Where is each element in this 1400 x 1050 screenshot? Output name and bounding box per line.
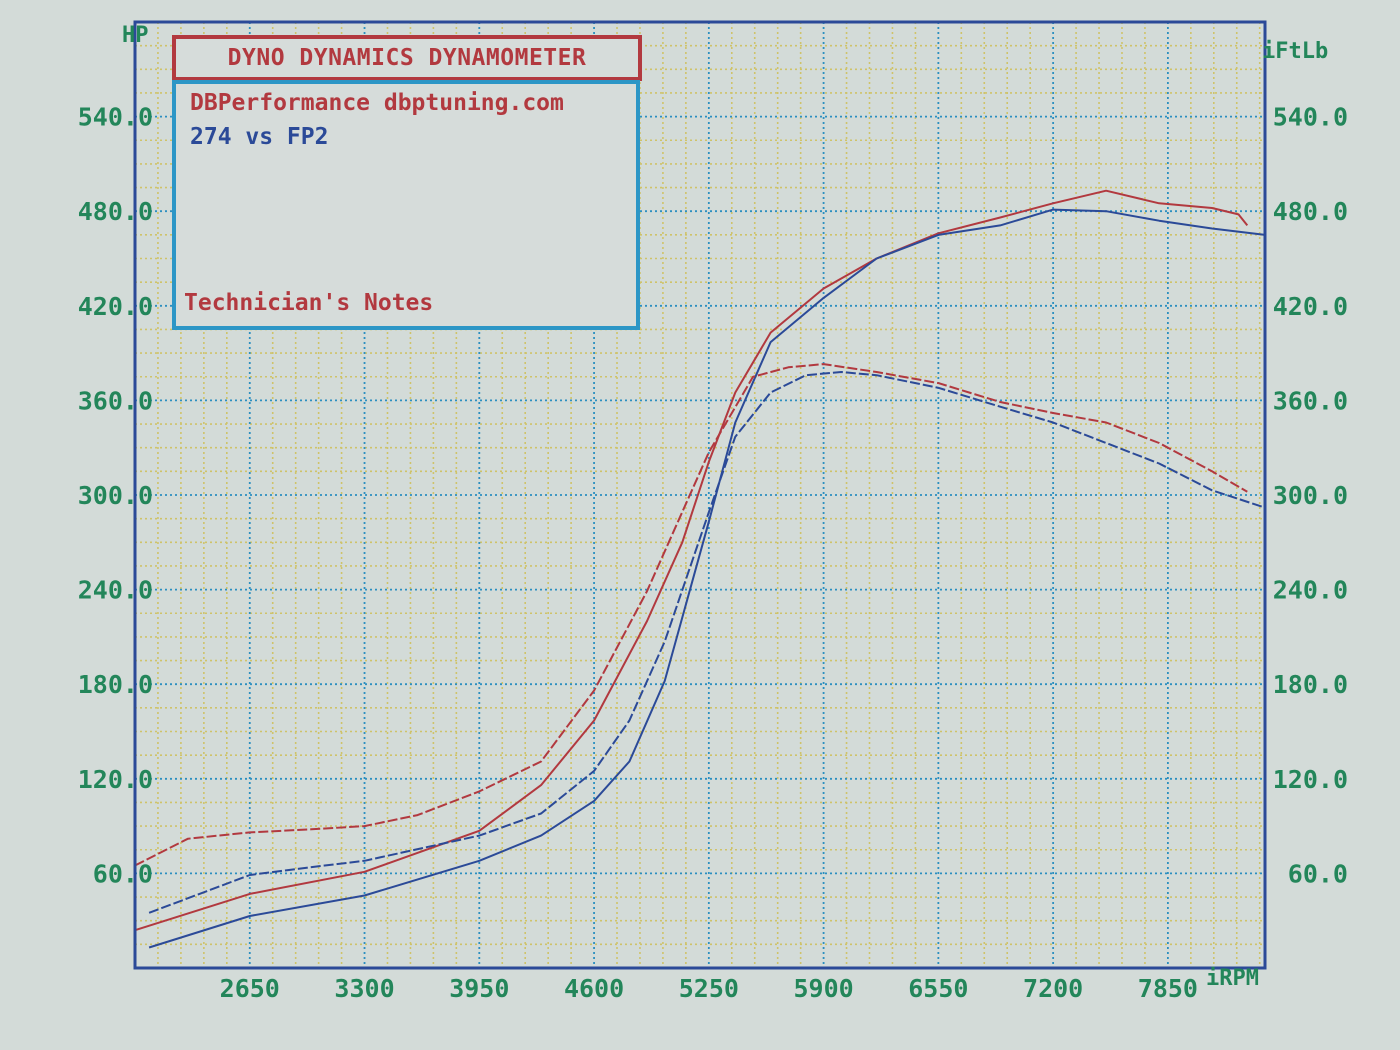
y-tick-label-left: 360.0 [78,386,153,415]
chart-title: DYNO DYNAMICS DYNAMOMETER [172,35,642,81]
y-tick-label-left: 540.0 [78,103,153,132]
y-tick-label-left: 120.0 [78,765,153,794]
notes-panel: DBPerformance dbptuning.com 274 vs FP2 T… [172,80,640,330]
company-line: DBPerformance dbptuning.com [190,90,564,116]
series-red-torque [134,363,1248,867]
y-tick-label-left: 300.0 [78,481,153,510]
x-tick-label: 2650 [220,974,280,1003]
grid [135,22,1265,968]
y-tick-label-right: 360.0 [1273,386,1348,415]
y-tick-label-right: 180.0 [1273,670,1348,699]
series-red-power [134,189,1249,932]
series-blue-power [148,208,1266,949]
y-tick-label-right: 420.0 [1273,292,1348,321]
y-tick-label-right: 300.0 [1273,481,1348,510]
x-axis-label: iRPM [1206,966,1259,991]
y-axis-right: 60.0 120.0 180.0 240.0 300.0 360.0 420.0 480.0 5… [1273,103,1348,889]
comparison-line: 274 vs FP2 [190,124,329,150]
x-tick-label: 3950 [449,974,509,1003]
x-tick-label: 5250 [679,974,739,1003]
y-tick-label-left: 240.0 [78,576,153,605]
x-tick-label: 5900 [793,974,853,1003]
y-tick-label-right: 540.0 [1273,103,1348,132]
y-tick-label-right: 480.0 [1273,197,1348,226]
x-tick-label: 4600 [564,974,624,1003]
series-lines [134,189,1266,949]
y-tick-label-left: 480.0 [78,197,153,226]
y-tick-label-left: 60.0 [93,859,153,888]
technician-notes-label: Technician's Notes [184,290,434,316]
x-tick-label: 7850 [1138,974,1198,1003]
x-axis: 2650 3300 3950 4600 5250 5900 6550 7200 7850 [220,974,1198,1003]
y-axis-left-label: HP [122,23,149,48]
y-tick-label-right: 60.0 [1288,859,1348,888]
y-axis-left: 60.0 120.0 180.0 240.0 300.0 360.0 420.0 480.0 5… [78,103,153,889]
y-tick-label-right: 240.0 [1273,576,1348,605]
x-tick-label: 3300 [334,974,394,1003]
x-tick-label: 6550 [908,974,968,1003]
y-tick-label-left: 420.0 [78,292,153,321]
series-blue-torque [148,371,1266,914]
x-tick-label: 7200 [1023,974,1083,1003]
plot-frame [133,20,1267,970]
y-tick-label-left: 180.0 [78,670,153,699]
y-axis-right-label: iFtLb [1262,39,1328,64]
y-tick-label-right: 120.0 [1273,765,1348,794]
